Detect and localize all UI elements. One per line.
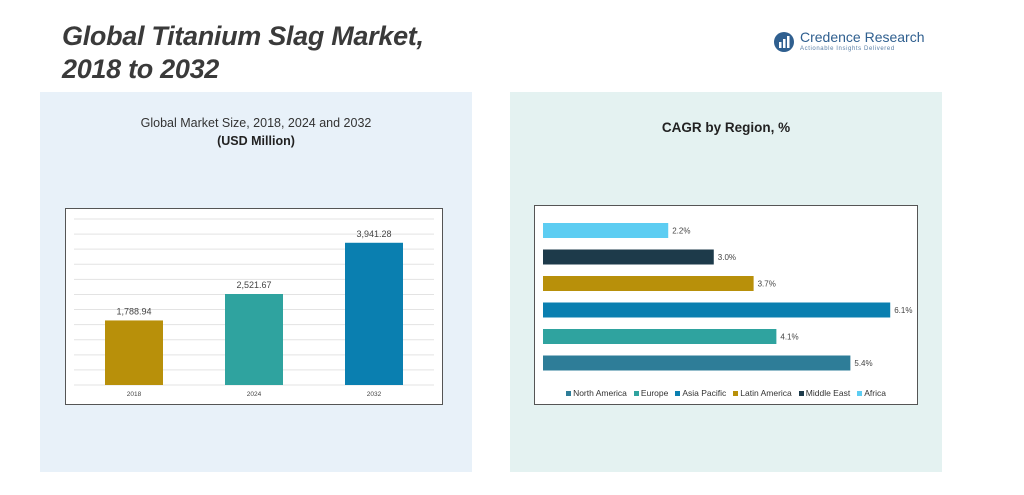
bar-value-label: 5.4%	[854, 359, 872, 368]
bar-north-america	[543, 355, 851, 371]
legend-swatch	[675, 390, 681, 396]
legend-label: Asia Pacific	[682, 388, 727, 398]
market-size-subtitle: Global Market Size, 2018, 2024 and 2032	[140, 116, 372, 130]
legend-item-africa: Africa	[857, 388, 886, 398]
legend-label: Africa	[864, 388, 886, 398]
legend-swatch	[733, 390, 739, 396]
company-logo[interactable]: Credence Research Actionable Insights De…	[773, 30, 925, 53]
logo-tagline: Actionable Insights Delivered	[800, 46, 895, 52]
bar-value-label: 3.0%	[718, 253, 736, 262]
bar-africa	[543, 223, 669, 238]
logo-name: Credence Research	[800, 29, 925, 45]
bar-value-label: 6.1%	[894, 306, 912, 315]
legend-item-latin-america: Latin America	[733, 388, 792, 398]
x-tick-label: 2018	[127, 391, 142, 398]
x-tick-label: 2032	[367, 391, 382, 398]
bar-latin-america	[543, 276, 754, 291]
bar-asia-pacific	[543, 302, 891, 318]
market-size-svg: 1,788.94 2018 2,521.67 2024 3,941.28 2032	[74, 218, 434, 398]
cagr-svg: 2.2% 3.0% 3.7% 6.1% 4.1% 5.4%	[543, 223, 912, 371]
bar-value-label: 1,788.94	[116, 306, 151, 316]
legend-swatch	[857, 390, 863, 396]
bar-europe	[543, 329, 777, 344]
legend-item-north-america: North America	[566, 388, 627, 398]
legend-label: Middle East	[805, 388, 851, 398]
cagr-chart: 2.2% 3.0% 3.7% 6.1% 4.1% 5.4% North America Eu…	[534, 205, 918, 405]
market-size-unit: (USD Million)	[217, 134, 295, 148]
cagr-title: CAGR by Region, %	[661, 120, 791, 135]
legend-label: Latin America	[740, 388, 792, 398]
legend-item-europe: Europe	[633, 388, 669, 398]
bar-value-label: 4.1%	[780, 333, 798, 342]
legend-label: Europe	[640, 388, 669, 398]
bar-2024	[225, 294, 283, 385]
market-size-chart: 1,788.94 2018 2,521.67 2024 3,941.28 2032	[65, 208, 443, 405]
bar-value-label: 3,941.28	[356, 229, 391, 239]
legend-item-asia-pacific: Asia Pacific	[675, 388, 726, 398]
cagr-legend: North America Europe Asia Pacific Latin Ame…	[535, 388, 917, 398]
legend-item-middle-east: Middle East	[798, 388, 851, 398]
bar-value-label: 2,521.67	[236, 280, 271, 290]
bar-2018	[105, 320, 163, 385]
legend-swatch	[798, 390, 804, 396]
page-title: Global Titanium Slag Market, 2018 to 203…	[62, 20, 424, 86]
bar-middle-east	[543, 249, 714, 265]
legend-label: North America	[573, 388, 627, 398]
x-tick-label: 2024	[247, 391, 262, 398]
bar-value-label: 3.7%	[758, 280, 776, 289]
legend-swatch	[566, 390, 572, 396]
logo-icon	[774, 31, 794, 52]
legend-swatch	[633, 390, 639, 396]
bar-value-label: 2.2%	[672, 227, 690, 236]
title-line-1: Global Titanium Slag Market,	[62, 21, 424, 51]
title-line-2: 2018 to 2032	[62, 54, 220, 84]
bar-2032	[345, 242, 403, 385]
